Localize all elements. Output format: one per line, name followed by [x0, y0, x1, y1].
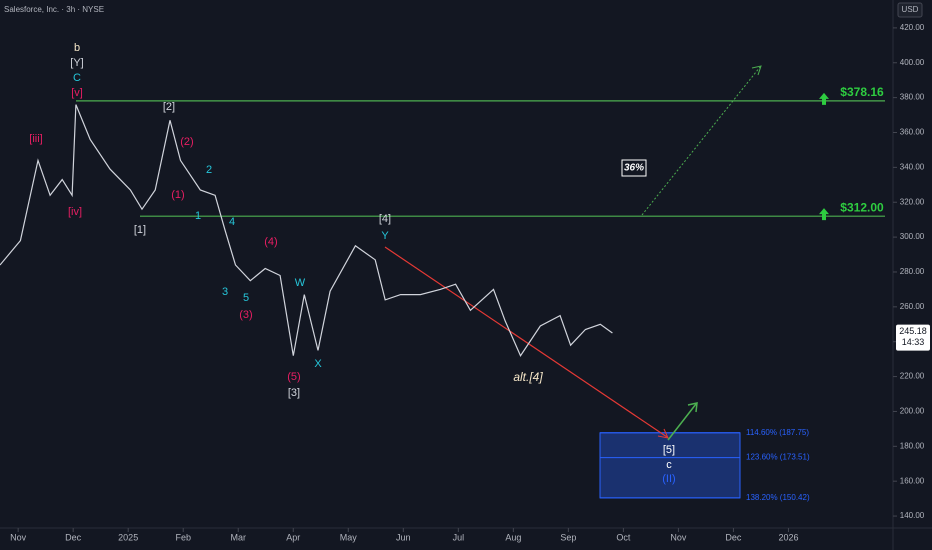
zone-level-label: 123.60% (173.51) [746, 453, 810, 462]
wave-label: [iv] [68, 206, 82, 218]
probability-box [621, 159, 647, 177]
x-tick-label: Oct [616, 532, 631, 542]
green-arrow [667, 403, 697, 441]
x-tick-label: Dec [65, 532, 82, 542]
wave-label: alt.[4] [513, 370, 543, 384]
wave-label: (II) [662, 473, 675, 485]
wave-label: b [74, 42, 80, 54]
last-price: 245.18 [899, 326, 927, 336]
red-arrow [384, 246, 668, 438]
countdown: 14:33 [902, 337, 925, 347]
wave-label: [iii] [29, 133, 42, 145]
wave-label: (4) [264, 236, 277, 248]
y-tick-label: 380.00 [900, 93, 925, 102]
wave-label: (2) [180, 136, 193, 148]
x-tick-label: 2025 [118, 532, 138, 542]
wave-label: (3) [239, 309, 252, 321]
x-tick-label: 2026 [778, 532, 798, 542]
x-tick-label: May [340, 532, 358, 542]
x-tick-label: Mar [230, 532, 246, 542]
y-tick-label: 220.00 [900, 372, 925, 381]
wave-label: X [314, 358, 322, 370]
y-tick-label: 160.00 [900, 476, 925, 485]
wave-label: Y [381, 230, 389, 242]
target-arrow [819, 92, 829, 105]
wave-label: [1] [134, 224, 146, 236]
y-tick-label: 340.00 [900, 162, 925, 171]
wave-label: 2 [206, 164, 212, 176]
wave-label: (1) [171, 189, 184, 201]
x-tick-label: Nov [670, 532, 687, 542]
wave-label: [v] [71, 87, 83, 99]
chart-title: Salesforce, Inc. · 3h · NYSE [4, 5, 104, 14]
x-tick-label: Aug [505, 532, 521, 542]
target-arrow [819, 208, 829, 221]
target-label: $378.16 [840, 85, 884, 99]
wave-label: (5) [287, 371, 300, 383]
x-tick-label: Feb [175, 532, 191, 542]
wave-label: 1 [195, 210, 201, 222]
y-tick-label: 140.00 [900, 511, 925, 520]
wave-label: [2] [163, 101, 175, 113]
wave-label: W [295, 277, 306, 289]
target-label: $312.00 [840, 200, 884, 214]
wave-label: [Y] [70, 57, 83, 69]
currency: USD [902, 5, 919, 14]
projection [641, 66, 761, 216]
probability: 36% [624, 163, 644, 174]
zone-level-label: 114.60% (187.75) [746, 428, 809, 437]
wave-label: 4 [229, 216, 235, 228]
x-tick-label: Apr [286, 532, 300, 542]
wave-label: C [73, 72, 81, 84]
zone-level-label: 138.20% (150.42) [746, 493, 810, 502]
currency-box [897, 2, 923, 18]
x-tick-label: Dec [725, 532, 742, 542]
green-arrow-head [687, 402, 698, 413]
last-price-box [896, 324, 930, 351]
y-tick-label: 260.00 [900, 302, 925, 311]
price-line [0, 104, 613, 357]
x-tick-label: Jun [396, 532, 411, 542]
y-tick-label: 200.00 [900, 407, 925, 416]
wave-label: c [666, 459, 672, 471]
target-zone [599, 432, 741, 499]
y-tick-label: 300.00 [900, 232, 925, 241]
y-tick-label: 420.00 [900, 23, 925, 32]
wave-label: [3] [288, 387, 300, 399]
x-tick-label: Jul [453, 532, 465, 542]
wave-label: [5] [663, 444, 675, 456]
wave-label: [4] [379, 213, 391, 225]
x-tick-label: Nov [10, 532, 27, 542]
wave-label: 5 [243, 292, 249, 304]
y-tick-label: 360.00 [900, 128, 925, 137]
y-tick-label: 180.00 [900, 441, 925, 450]
red-arrow-head [657, 428, 669, 439]
y-tick-label: 320.00 [900, 197, 925, 206]
y-tick-label: 280.00 [900, 267, 925, 276]
projection-head [751, 65, 762, 76]
x-tick-label: Sep [560, 532, 576, 542]
wave-label: 3 [222, 286, 228, 298]
y-tick-label: 400.00 [900, 58, 925, 67]
